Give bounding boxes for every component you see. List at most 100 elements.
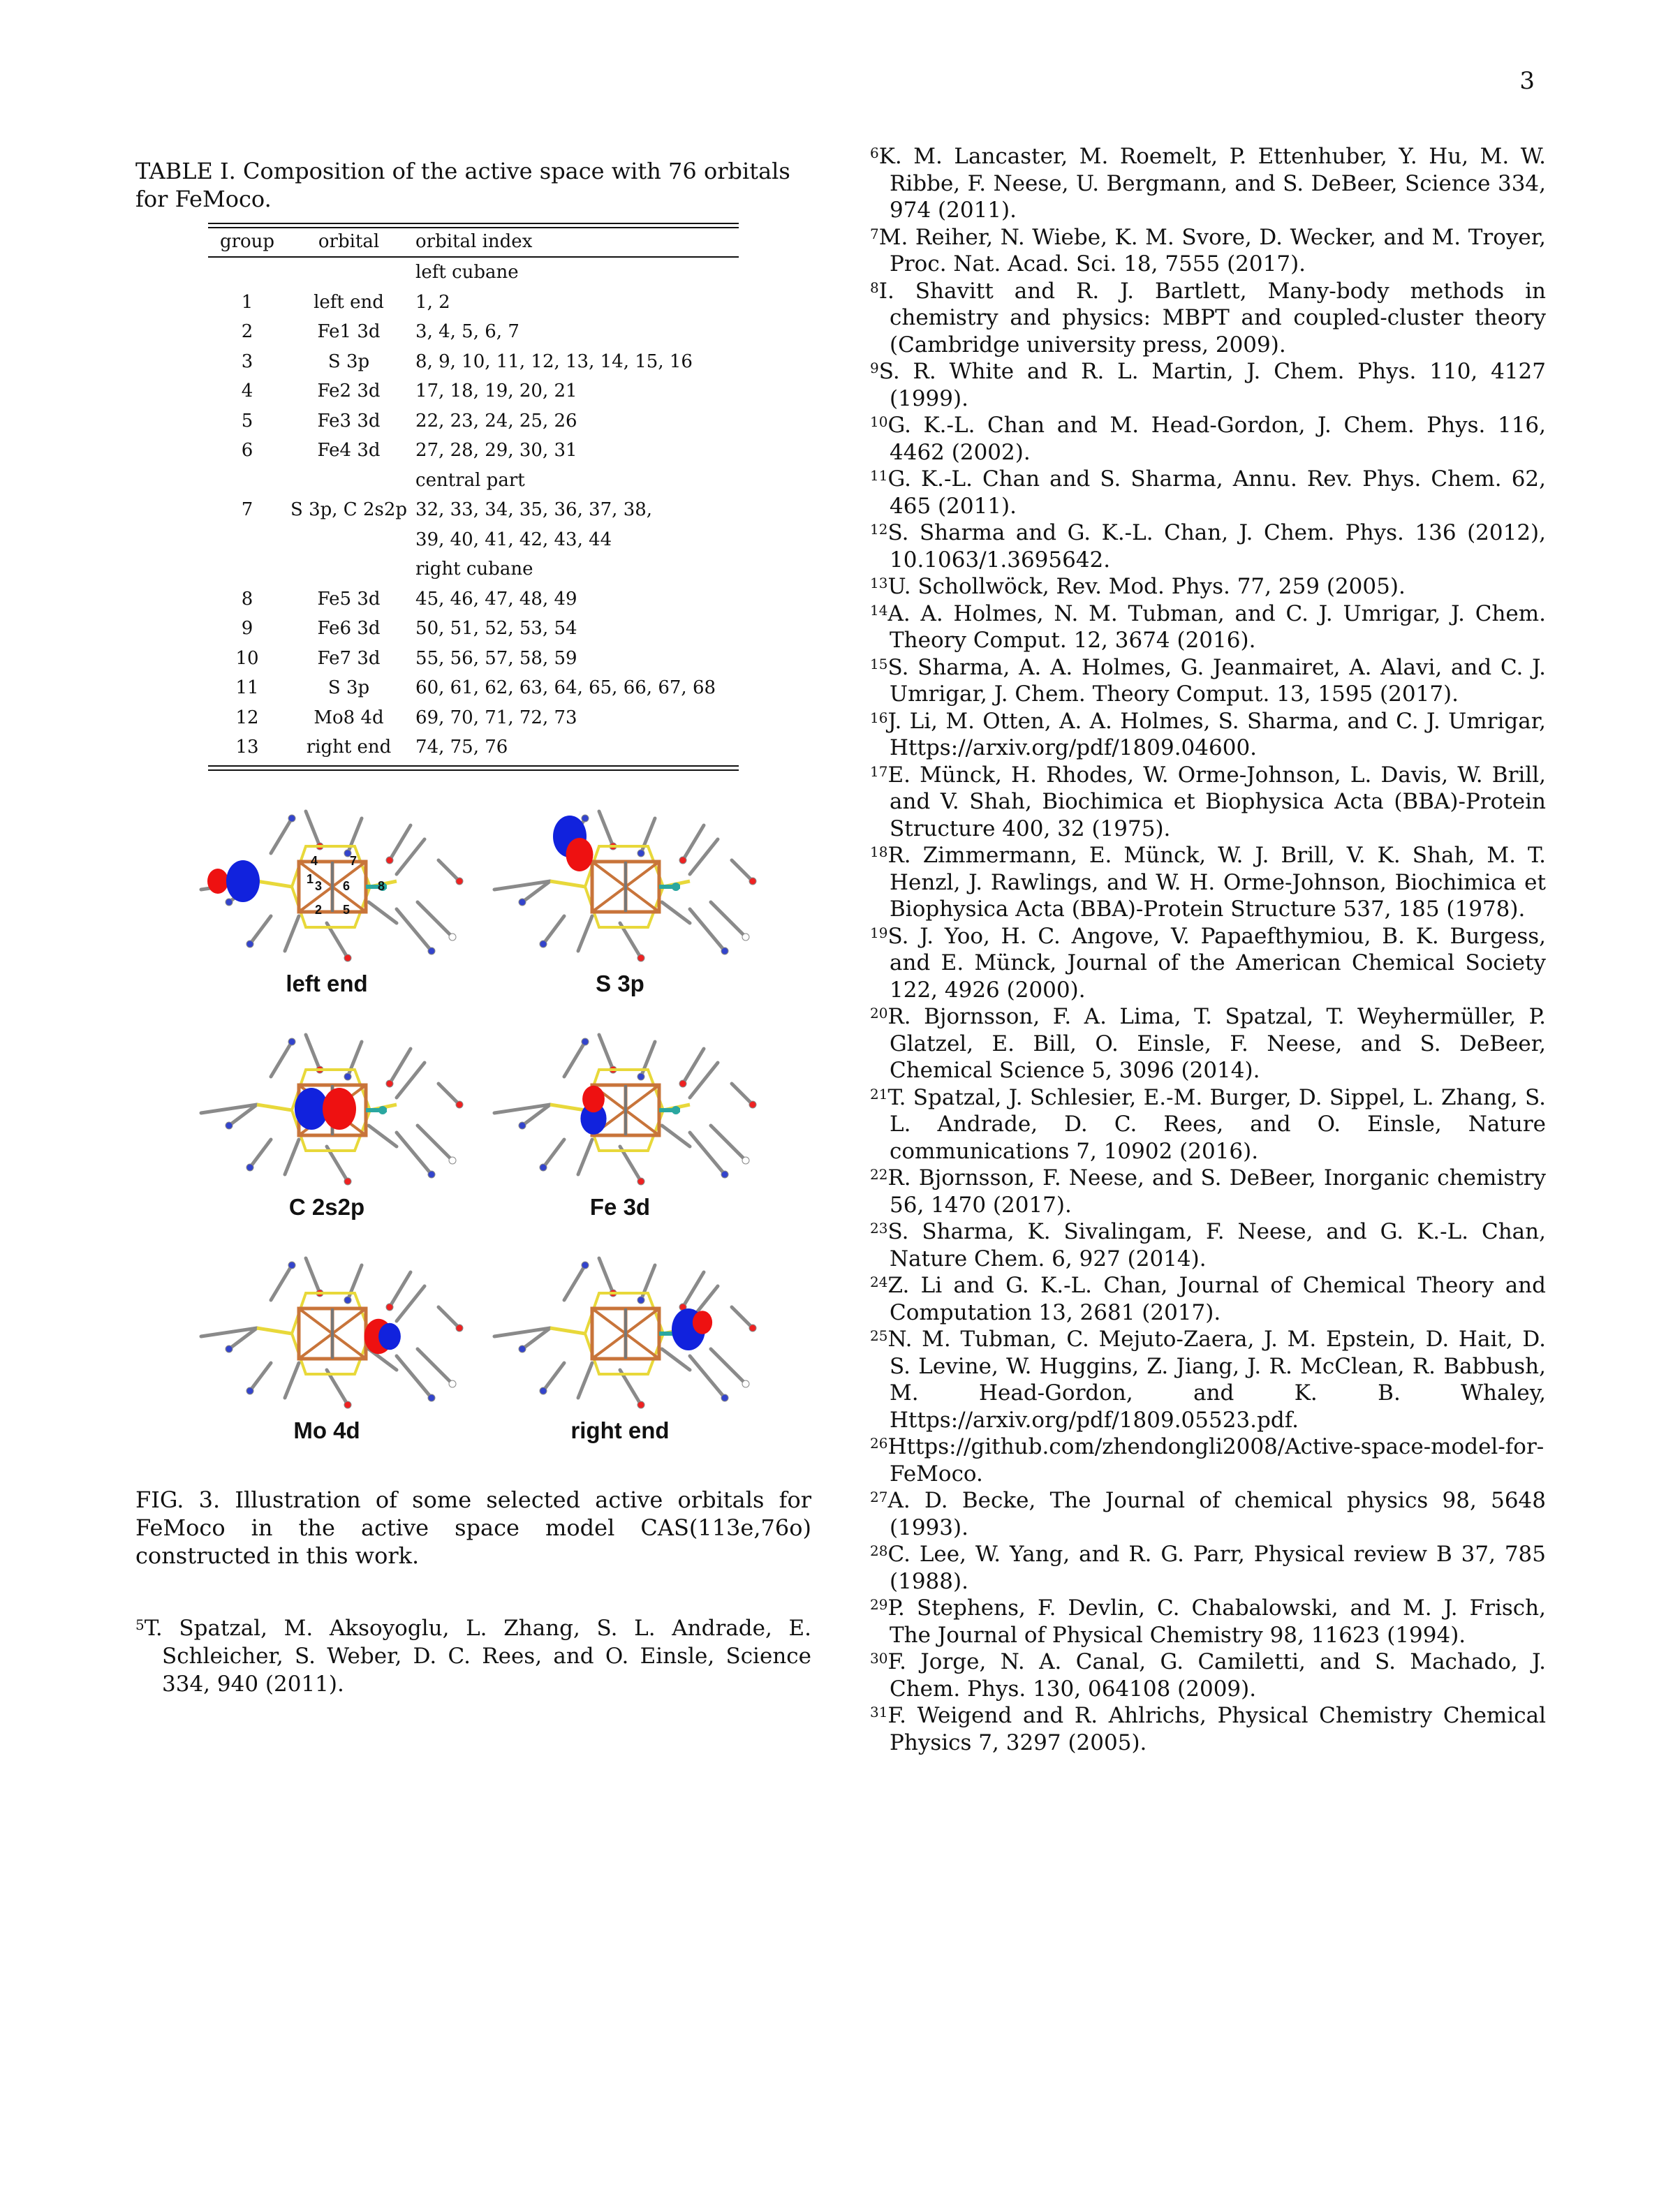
section-label: right cubane — [415, 559, 533, 580]
orbital-cell: Fe5 3d — [317, 588, 381, 610]
ligand-atom — [455, 1324, 464, 1332]
ligand-atom — [721, 1170, 729, 1178]
reference-text: G. K.-L. Chan and M. Head-Gordon, J. Che… — [887, 413, 1546, 465]
reference-number: 28 — [870, 1542, 888, 1559]
reference-number: 26 — [870, 1435, 888, 1452]
fe-cube-right — [624, 860, 661, 913]
panel-label: C 2s2p — [288, 1193, 365, 1220]
molecule-image — [492, 809, 757, 961]
ligand-bond — [709, 900, 748, 938]
negative-lobe — [226, 860, 260, 902]
orbital-cell — [286, 525, 411, 555]
reference-number: 25 — [870, 1327, 888, 1344]
positive-lobe — [692, 1310, 713, 1334]
group-cell — [208, 525, 286, 555]
group-cell: 13 — [235, 737, 259, 758]
ligand-bond — [395, 907, 434, 952]
sulfur-cage — [290, 844, 372, 929]
fe-cube-right — [330, 1306, 368, 1360]
fe-cube-left — [590, 1306, 628, 1360]
orbital-index-cell: 22, 23, 24, 25, 26 — [415, 410, 577, 432]
ligand-bond — [325, 921, 350, 959]
group-cell: 11 — [235, 677, 259, 699]
molecule-image — [199, 809, 464, 961]
ligand-bond — [688, 1130, 727, 1176]
atom-number-label: 1 — [307, 871, 314, 886]
footnote-5: 5T. Spatzal, M. Aksoyoglu, L. Zhang, S. … — [135, 1614, 811, 1698]
reference-30: 30F. Jorge, N. A. Canal, G. Camiletti, a… — [870, 1649, 1546, 1702]
ligand-atom — [581, 814, 589, 822]
ligand-bond — [283, 1361, 301, 1399]
reference-25: 25N. M. Tubman, C. Mejuto-Zaera, J. M. E… — [870, 1326, 1546, 1433]
ligand-bond — [395, 1284, 427, 1322]
ligand-bond — [730, 1082, 755, 1106]
orbital-index-cell: 69, 70, 71, 72, 73 — [415, 707, 577, 728]
group-cell: 7 — [241, 499, 253, 521]
reference-text: S. Sharma, A. A. Holmes, G. Jeanmairet, … — [887, 654, 1546, 707]
ligand-bond — [688, 837, 720, 876]
ligand-atom — [581, 1038, 589, 1045]
ligand-atom — [448, 933, 457, 941]
table-row: 39, 40, 41, 42, 43, 44 — [208, 525, 739, 555]
reference-text: C. Lee, W. Yang, and R. G. Parr, Physica… — [887, 1542, 1546, 1594]
table-top-rule-2 — [208, 227, 739, 228]
reference-number: 13 — [870, 575, 888, 591]
positive-lobe — [207, 868, 228, 894]
ligand-bond — [248, 1137, 273, 1169]
group-cell: 12 — [235, 707, 259, 728]
orbital-figure: left end 4 7 1 3 6 8 2 5 S 3p C 2s2p Fe 3d Mo 4d righ… — [187, 797, 760, 1468]
footnote-number: 5 — [135, 1616, 145, 1633]
reference-text: S. J. Yoo, H. C. Angove, V. Papaefthymio… — [887, 923, 1546, 1003]
ligand-atom — [539, 1387, 547, 1394]
ligand-atom — [749, 1100, 757, 1108]
reference-number: 23 — [870, 1220, 888, 1237]
ligand-bond — [562, 1263, 587, 1302]
table-row: 1 left end 1, 2 — [208, 288, 739, 318]
reference-text: M. Reiher, N. Wiebe, K. M. Svore, D. Wec… — [878, 224, 1546, 277]
orbital-cell: Fe6 3d — [317, 618, 381, 640]
reference-15: 15S. Sharma, A. A. Holmes, G. Jeanmairet… — [870, 654, 1546, 708]
ligand-bond — [388, 823, 413, 862]
reference-22: 22R. Bjornsson, F. Neese, and S. DeBeer,… — [870, 1165, 1546, 1218]
ligand-bond — [395, 1061, 427, 1099]
ligand-atom — [637, 1401, 645, 1408]
ligand-atom — [344, 1177, 352, 1185]
panel-label: S 3p — [596, 970, 644, 996]
ligand-bond — [304, 1033, 322, 1071]
reference-number: 31 — [870, 1704, 888, 1720]
reference-text: K. M. Lancaster, M. Roemelt, P. Ettenhub… — [878, 144, 1546, 223]
mo-atom — [378, 882, 387, 891]
group-cell: 1 — [241, 291, 253, 313]
ligand-bond — [415, 900, 455, 938]
table-section-row: central part — [208, 466, 739, 496]
orbital-cell: Fe3 3d — [317, 410, 381, 432]
orbital-index-cell: 45, 46, 47, 48, 49 — [415, 588, 577, 610]
ligand-atom — [288, 814, 296, 822]
reference-29: 29P. Stephens, F. Devlin, C. Chabalowski… — [870, 1595, 1546, 1649]
reference-number: 15 — [870, 655, 888, 672]
fe-cube-left — [590, 860, 628, 913]
ligand-atom — [246, 1163, 254, 1171]
fe-cube-right — [624, 1083, 661, 1137]
negative-lobe — [378, 1322, 401, 1350]
reference-18: 18R. Zimmermann, E. Münck, W. J. Brill, … — [870, 842, 1546, 923]
group-cell: 5 — [241, 410, 253, 432]
orbital-cell: S 3p — [327, 351, 370, 372]
ligand-atom — [518, 1345, 526, 1352]
ligand-bond — [541, 1137, 566, 1169]
table-row: 8 Fe5 3d 45, 46, 47, 48, 49 — [208, 584, 739, 614]
table-row: 2 Fe1 3d 3, 4, 5, 6, 7 — [208, 317, 739, 347]
ligand-atom — [637, 1296, 645, 1304]
orbital-index-cell: 17, 18, 19, 20, 21 — [415, 381, 577, 402]
ligand-bond — [395, 1354, 434, 1399]
ligand-bond — [660, 1347, 692, 1371]
ligand-bond — [688, 907, 727, 952]
reference-number: 29 — [870, 1596, 888, 1613]
ligand-bond — [269, 1263, 294, 1302]
ligand-atom — [344, 954, 352, 961]
table-row: 4 Fe2 3d 17, 18, 19, 20, 21 — [208, 376, 739, 406]
s-bond — [256, 879, 293, 888]
ligand-bond — [248, 914, 273, 945]
atom-number-label: 3 — [315, 878, 323, 893]
s-bond — [550, 1326, 586, 1335]
